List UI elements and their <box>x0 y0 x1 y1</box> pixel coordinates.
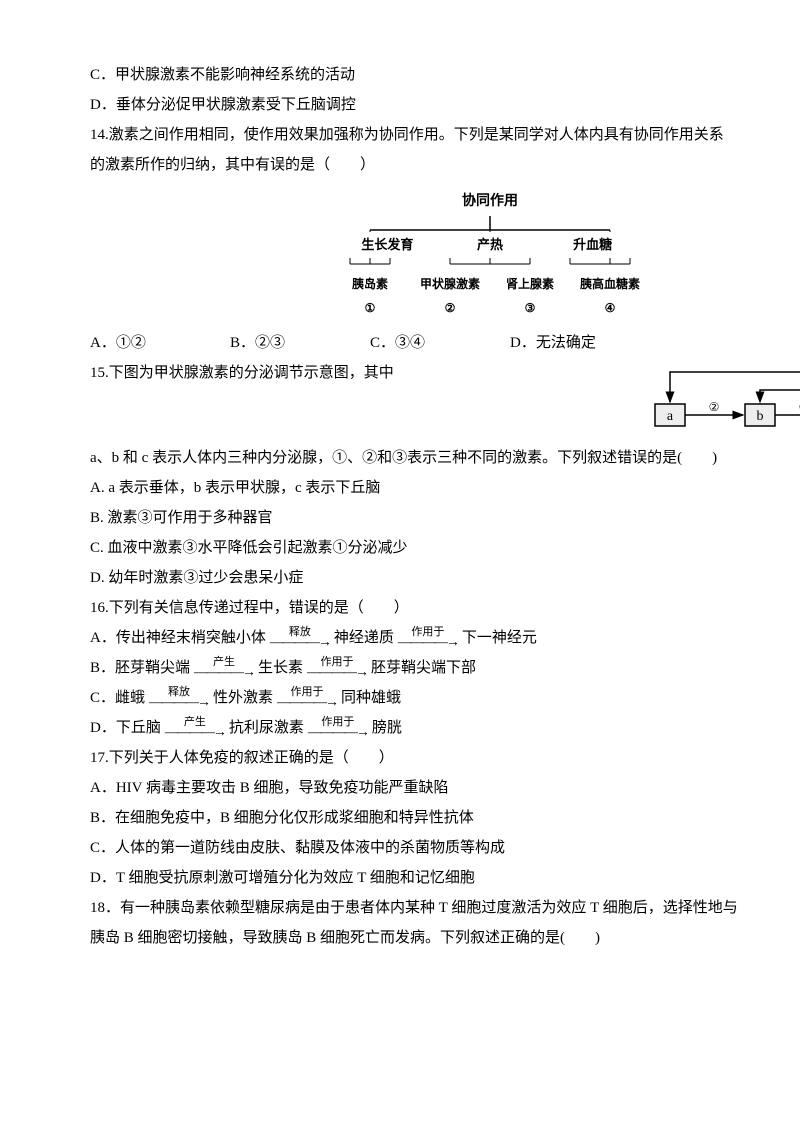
q16c-mid: 性外激素 <box>213 683 273 713</box>
q15-opt-d: D. 幼年时激素③过少会患呆小症 <box>90 563 800 593</box>
q15-opt-b: B. 激素③可作用于多种器官 <box>90 503 800 533</box>
q14-num-3: ③ <box>490 296 570 320</box>
q14-diagram: 协同作用 生长发育 产热 升血糖 胰岛素 甲状腺激素 肾上腺素 胰高血糖素 ① … <box>330 188 650 320</box>
arrow-icon: 产生————→ <box>165 717 225 740</box>
q14-opt-d: D．无法确定 <box>510 328 650 358</box>
svg-text:②: ② <box>709 400 720 414</box>
q16c-pre: C．雌蛾 <box>90 683 145 713</box>
q14-bot-4: 胰高血糖素 <box>570 272 650 296</box>
q14-mid-3: 升血糖 <box>541 232 644 258</box>
q16b-mid: 生长素 <box>258 653 303 683</box>
q16-opt-b: B．胚芽鞘尖端 产生————→ 生长素 作用于————→ 胚芽鞘尖端下部 <box>90 653 800 683</box>
q14-diagram-top: 协同作用 <box>330 188 650 216</box>
q16b-post: 胚芽鞘尖端下部 <box>371 653 476 683</box>
q16d-mid: 抗利尿激素 <box>229 713 304 743</box>
q15-line2: a、b 和 c 表示人体内三种内分泌腺，①、②和③表示三种不同的激素。下列叙述错… <box>90 443 800 473</box>
q16d-pre: D．下丘脑 <box>90 713 161 743</box>
arrow-icon: 释放————→ <box>149 687 209 710</box>
svg-text:b: b <box>757 409 764 424</box>
q16a-pre: A．传出神经末梢突触小体 <box>90 623 266 653</box>
q14-stem-2: 的激素所作的归纳，其中有误的是（ ） <box>90 150 800 180</box>
q16a-post: 下一神经元 <box>462 623 537 653</box>
q15-opt-a: A. a 表示垂体，b 表示甲状腺，c 表示下丘脑 <box>90 473 800 503</box>
q14-opt-b: B．②③ <box>230 328 370 358</box>
q14-num-row: ① ② ③ ④ <box>330 296 650 320</box>
arrow-icon: 作用于————→ <box>307 657 367 680</box>
q14-bot-3: 肾上腺素 <box>490 272 570 296</box>
q14-bottom-row: 胰岛素 甲状腺激素 肾上腺素 胰高血糖素 <box>330 272 650 296</box>
q15-diagram: a b c ② ③ ① <box>640 362 800 432</box>
q14-svg-mid <box>330 258 650 272</box>
q16a-mid: 神经递质 <box>334 623 394 653</box>
arrow-icon: 产生————→ <box>194 657 254 680</box>
q17-stem: 17.下列关于人体免疫的叙述正确的是（ ） <box>90 743 800 773</box>
q18-stem-1: 18．有一种胰岛素依赖型糖尿病是由于患者体内某种 T 细胞过度激活为效应 T 细… <box>90 893 800 923</box>
q16c-post: 同种雄蛾 <box>341 683 401 713</box>
q16-stem: 16.下列有关信息传递过程中，错误的是（ ） <box>90 593 800 623</box>
q14-stem-1: 14.激素之间作用相同，使作用效果加强称为协同作用。下列是某同学对人体内具有协同… <box>90 120 800 150</box>
q16b-pre: B．胚芽鞘尖端 <box>90 653 190 683</box>
q16-opt-d: D．下丘脑 产生————→ 抗利尿激素 作用于————→ 膀胱 <box>90 713 800 743</box>
q17-opt-c: C．人体的第一道防线由皮肤、黏膜及体液中的杀菌物质等构成 <box>90 833 800 863</box>
q14-opt-a: A．①② <box>90 328 230 358</box>
q17-opt-b: B．在细胞免疫中，B 细胞分化仅形成浆细胞和特异性抗体 <box>90 803 800 833</box>
q16-opt-a: A．传出神经末梢突触小体 释放————→ 神经递质 作用于————→ 下一神经元 <box>90 623 800 653</box>
q14-bot-1: 胰岛素 <box>330 272 410 296</box>
q14-mid-row: 生长发育 产热 升血糖 <box>330 232 650 258</box>
q14-bot-2: 甲状腺激素 <box>410 272 490 296</box>
q14-mid-1: 生长发育 <box>336 232 439 258</box>
q13-option-d: D．垂体分泌促甲状腺激素受下丘脑调控 <box>90 90 800 120</box>
q17-opt-a: A．HIV 病毒主要攻击 B 细胞，导致免疫功能严重缺陷 <box>90 773 800 803</box>
q14-options: A．①② B．②③ C．③④ D．无法确定 <box>90 328 800 358</box>
q14-num-1: ① <box>330 296 410 320</box>
arrow-icon: 释放————→ <box>270 627 330 650</box>
q14-svg-top <box>330 216 650 232</box>
q14-mid-2: 产热 <box>439 232 542 258</box>
q13-option-c: C．甲状腺激素不能影响神经系统的活动 <box>90 60 800 90</box>
svg-text:a: a <box>667 409 674 424</box>
q14-num-4: ④ <box>570 296 650 320</box>
q15-stem: 15.下图为甲状腺激素的分泌调节示意图，其中 <box>90 358 640 388</box>
q14-num-2: ② <box>410 296 490 320</box>
q15-opt-c: C. 血液中激素③水平降低会引起激素①分泌减少 <box>90 533 800 563</box>
q16-opt-c: C．雌蛾 释放————→ 性外激素 作用于————→ 同种雄蛾 <box>90 683 800 713</box>
q17-opt-d: D．T 细胞受抗原刺激可增殖分化为效应 T 细胞和记忆细胞 <box>90 863 800 893</box>
q16d-post: 膀胱 <box>372 713 402 743</box>
arrow-icon: 作用于————→ <box>398 627 458 650</box>
q14-opt-c: C．③④ <box>370 328 510 358</box>
arrow-icon: 作用于————→ <box>308 717 368 740</box>
q18-stem-2: 胰岛 B 细胞密切接触，导致胰岛 B 细胞死亡而发病。下列叙述正确的是( ) <box>90 923 800 953</box>
arrow-icon: 作用于————→ <box>277 687 337 710</box>
